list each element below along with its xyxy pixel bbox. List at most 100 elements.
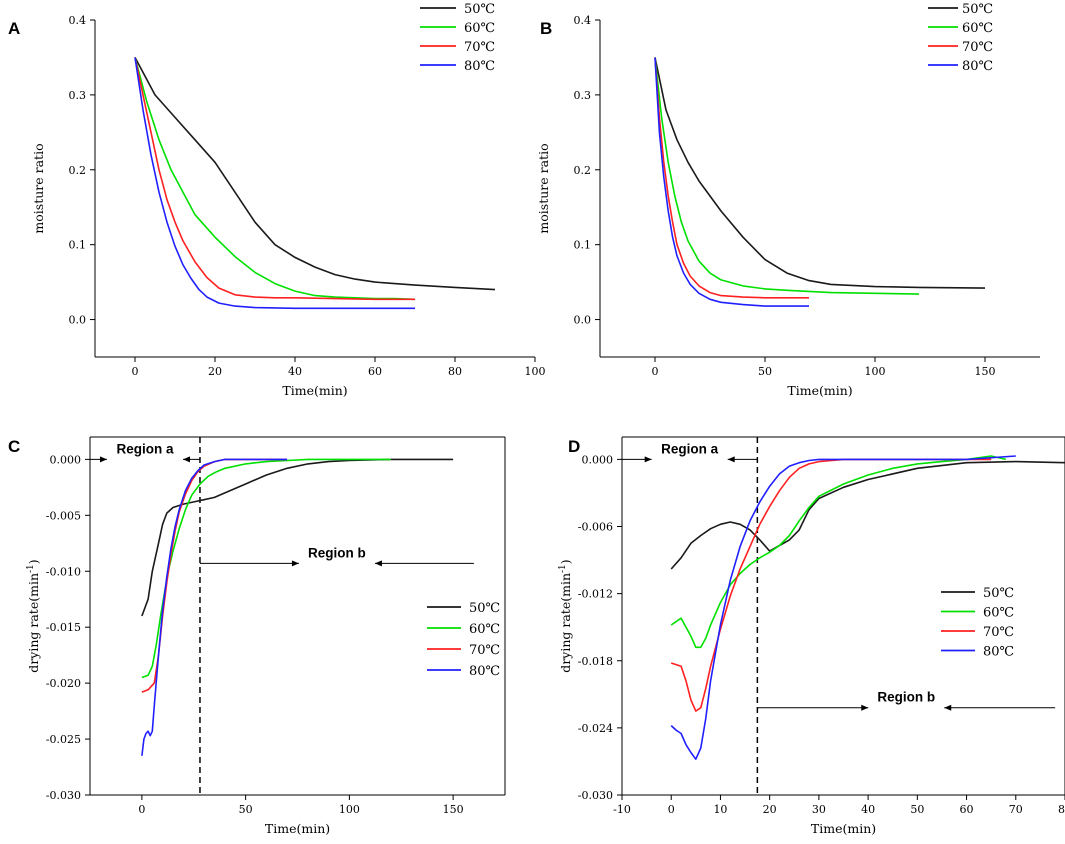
x-tick-label: 20 bbox=[208, 365, 222, 378]
y-tick-label: 0.0 bbox=[574, 314, 592, 327]
series-line-60c bbox=[654, 57, 920, 295]
legend-label: 60℃ bbox=[469, 622, 500, 637]
panel-d: D -10 0 10 20 30 40 50 60 70 80 -0.030 -0.024 -0.018 -… bbox=[558, 436, 1065, 836]
x-tick-label: 60 bbox=[960, 803, 974, 816]
panel-c: C 0 50 100 150 -0.030 -0.025 -0.020 -0.015 -0.010… bbox=[8, 436, 506, 836]
series-line-80c bbox=[670, 455, 1016, 761]
y-axis-title-main: drying rate(min bbox=[558, 573, 573, 673]
y-tick-label: -0.024 bbox=[578, 722, 613, 735]
series-line-60c bbox=[141, 458, 391, 679]
legend: 50℃ 60℃ 70℃ 80℃ bbox=[427, 601, 500, 679]
y-tick-label: 0.000 bbox=[582, 453, 614, 466]
legend: 50℃ 60℃ 70℃ 80℃ bbox=[941, 586, 1014, 660]
legend: 50℃ 60℃ 70℃ 80℃ bbox=[420, 2, 495, 74]
x-tick-label: 50 bbox=[758, 365, 772, 378]
y-tick-label: 0.000 bbox=[50, 453, 82, 466]
x-tick-label: 30 bbox=[812, 803, 826, 816]
y-tick-label: 0.1 bbox=[69, 239, 87, 252]
panel-letter: D bbox=[568, 437, 580, 456]
x-tick-label: 50 bbox=[910, 803, 924, 816]
x-tick-label: 0 bbox=[138, 803, 145, 816]
x-tick-label: 150 bbox=[443, 803, 464, 816]
y-tick-label: 0.3 bbox=[69, 89, 87, 102]
series-line-50c bbox=[141, 458, 454, 617]
x-tick-label: 60 bbox=[368, 365, 382, 378]
legend-label: 70℃ bbox=[464, 40, 495, 55]
legend-label: 50℃ bbox=[464, 2, 495, 17]
series-line-80c bbox=[134, 57, 415, 310]
x-tick-label: 40 bbox=[288, 365, 302, 378]
x-axis-title: Time(min) bbox=[787, 383, 852, 398]
x-tick-label: 0 bbox=[668, 803, 675, 816]
region-arrowhead bbox=[861, 704, 869, 711]
y-axis-title-end: ) bbox=[26, 559, 41, 564]
x-tick-label: 100 bbox=[339, 803, 360, 816]
y-tick-label: 0.3 bbox=[574, 89, 592, 102]
legend-label: 80℃ bbox=[983, 645, 1014, 660]
region-arrowhead bbox=[99, 456, 107, 463]
y-tick-label: -0.006 bbox=[578, 521, 613, 534]
y-tick-label: -0.018 bbox=[578, 655, 613, 668]
y-tick-label: 0.2 bbox=[69, 164, 87, 177]
series-line-80c bbox=[141, 458, 288, 756]
y-axis-title-main: moisture ratio bbox=[536, 143, 551, 233]
region-arrowhead bbox=[291, 560, 299, 567]
panel-letter: B bbox=[540, 19, 552, 38]
series-line-70c bbox=[670, 458, 992, 712]
region-arrowhead bbox=[182, 456, 190, 463]
x-tick-label: 0 bbox=[652, 365, 659, 378]
y-axis-title: moisture ratio bbox=[31, 143, 46, 233]
legend-label: 70℃ bbox=[983, 625, 1014, 640]
y-tick-label: 0.1 bbox=[574, 239, 592, 252]
y-tick-label: 0.4 bbox=[69, 14, 87, 27]
y-tick-label: -0.020 bbox=[46, 677, 81, 690]
x-tick-label: 50 bbox=[239, 803, 253, 816]
panel-a: A 0 20 40 60 80 100 0.0 0.1 0.2 0.3 0.4 Time(min) moi… bbox=[8, 2, 546, 398]
x-tick-label: 100 bbox=[525, 365, 546, 378]
legend-label: 50℃ bbox=[983, 586, 1014, 601]
legend-label: 70℃ bbox=[469, 643, 500, 658]
legend-label: 80℃ bbox=[469, 664, 500, 679]
legend: 50℃ 60℃ 70℃ 80℃ bbox=[928, 2, 993, 74]
region-label: Region a bbox=[661, 441, 718, 456]
legend-label: 50℃ bbox=[962, 2, 993, 17]
series-line-50c bbox=[134, 57, 496, 291]
y-axis-title-main: moisture ratio bbox=[31, 143, 46, 233]
series-line-50c bbox=[654, 57, 986, 289]
region-arrowhead bbox=[944, 704, 952, 711]
x-tick-label: 0 bbox=[132, 365, 139, 378]
x-tick-label: 40 bbox=[861, 803, 875, 816]
x-tick-label: 80 bbox=[1058, 803, 1065, 816]
y-tick-label: 0.0 bbox=[69, 314, 87, 327]
x-tick-label: 10 bbox=[713, 803, 727, 816]
legend-label: 50℃ bbox=[469, 601, 500, 616]
y-axis-title-superscript: -1 bbox=[26, 564, 36, 573]
region-label: Region a bbox=[116, 441, 173, 456]
y-tick-label: -0.015 bbox=[46, 621, 81, 634]
y-tick-label: -0.025 bbox=[46, 733, 81, 746]
region-label: Region b bbox=[308, 545, 366, 560]
region-arrowhead bbox=[727, 456, 735, 463]
y-axis-title-end: ) bbox=[558, 559, 573, 564]
series-line-70c bbox=[141, 458, 288, 693]
y-tick-label: -0.030 bbox=[46, 789, 81, 802]
x-axis-title: Time(min) bbox=[282, 383, 347, 398]
y-tick-label: 0.2 bbox=[574, 164, 592, 177]
y-axis-title-superscript: -1 bbox=[558, 564, 568, 573]
panel-letter: C bbox=[8, 437, 20, 456]
legend-label: 60℃ bbox=[983, 606, 1014, 621]
y-tick-label: -0.030 bbox=[578, 789, 613, 802]
region-arrowhead bbox=[644, 456, 652, 463]
y-tick-label: 0.4 bbox=[574, 14, 592, 27]
y-tick-label: -0.012 bbox=[578, 588, 613, 601]
series-line-60c bbox=[134, 57, 416, 301]
y-axis-title: moisture ratio bbox=[536, 143, 551, 233]
legend-label: 70℃ bbox=[962, 40, 993, 55]
x-tick-label: 20 bbox=[763, 803, 777, 816]
y-axis-title: drying rate(min-1) bbox=[26, 559, 41, 672]
legend-label: 80℃ bbox=[464, 59, 495, 74]
y-tick-label: -0.005 bbox=[46, 509, 81, 522]
y-axis-title: drying rate(min-1) bbox=[558, 559, 573, 672]
legend-label: 60℃ bbox=[962, 21, 993, 36]
